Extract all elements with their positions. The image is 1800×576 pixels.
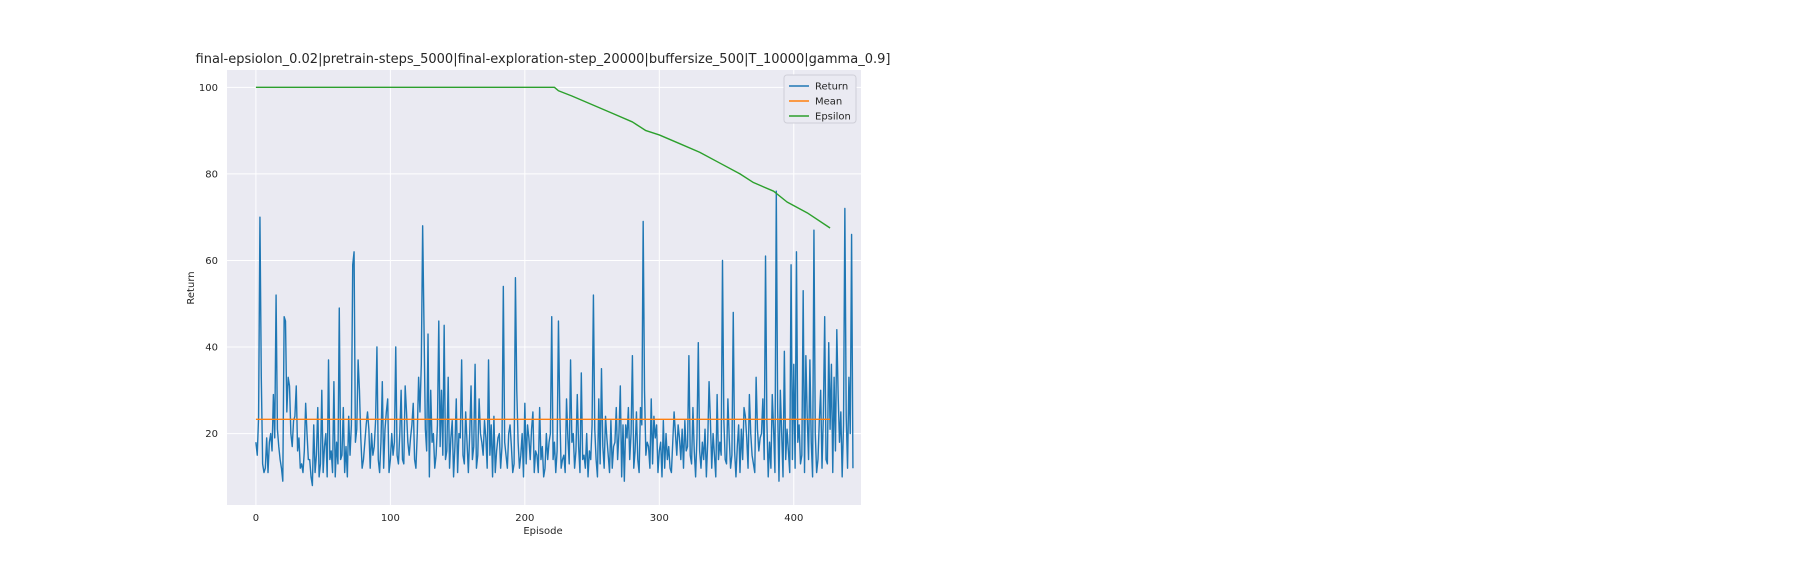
series-layer	[255, 86, 854, 487]
x-tick-label: 200	[515, 513, 534, 524]
legend: Return Mean Epsilon	[783, 74, 857, 124]
x-tick-label: 300	[650, 513, 669, 524]
x-tick-label: 0	[253, 513, 259, 524]
legend-label-mean: Mean	[815, 97, 842, 108]
y-tick-label: 100	[199, 83, 218, 94]
y-tick-label: 40	[205, 343, 218, 354]
y-tick-label: 80	[205, 169, 218, 180]
series-line-return	[255, 190, 854, 487]
x-tick-label: 400	[784, 513, 803, 524]
legend-label-return: Return	[815, 82, 848, 93]
chart-title: final-epsiolon_0.02|pretrain-steps_5000|…	[196, 52, 891, 67]
x-tick-label: 100	[381, 513, 400, 524]
y-tick-label: 60	[205, 256, 218, 267]
axis-ticks: 0 100 200 300 400 20 40 60 80 100	[199, 83, 803, 524]
x-axis-label: Episode	[523, 526, 562, 537]
series-line-epsilon	[255, 86, 831, 229]
y-tick-label: 20	[205, 429, 218, 440]
legend-label-epsilon: Epsilon	[815, 112, 851, 123]
legend-box	[783, 74, 857, 124]
y-axis-label: Return	[186, 271, 197, 304]
